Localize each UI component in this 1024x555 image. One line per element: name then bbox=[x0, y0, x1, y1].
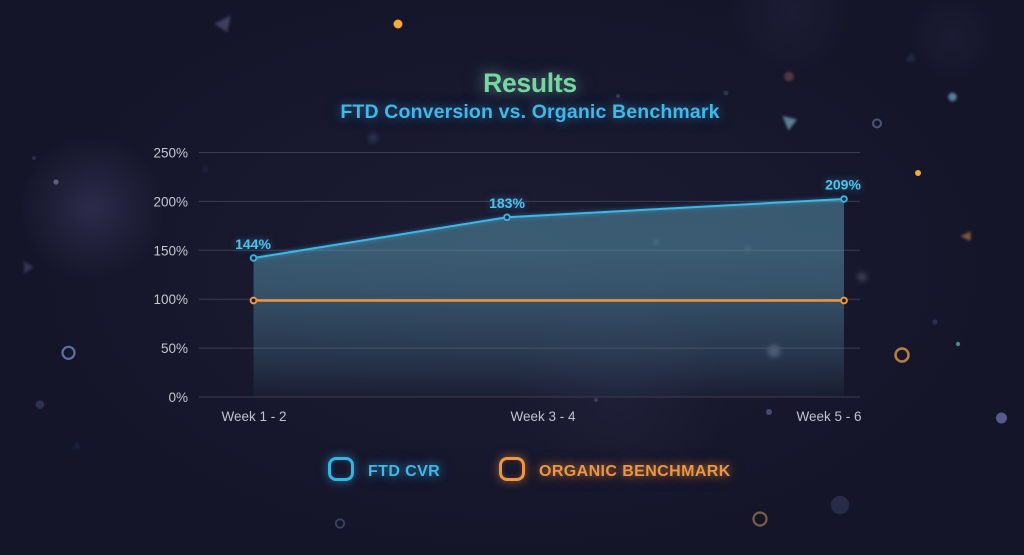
svg-text:Week 5 - 6: Week 5 - 6 bbox=[796, 409, 861, 424]
svg-text:Week 3 - 4: Week 3 - 4 bbox=[510, 409, 576, 424]
svg-text:0%: 0% bbox=[168, 390, 188, 405]
svg-text:150%: 150% bbox=[153, 243, 188, 258]
svg-text:200%: 200% bbox=[153, 194, 188, 209]
svg-text:100%: 100% bbox=[153, 292, 188, 307]
svg-text:209%: 209% bbox=[825, 177, 861, 193]
svg-text:Week 1 - 2: Week 1 - 2 bbox=[221, 409, 286, 424]
svg-text:250%: 250% bbox=[153, 146, 188, 161]
svg-text:144%: 144% bbox=[235, 236, 271, 252]
svg-text:50%: 50% bbox=[161, 341, 188, 356]
svg-text:183%: 183% bbox=[489, 195, 525, 211]
